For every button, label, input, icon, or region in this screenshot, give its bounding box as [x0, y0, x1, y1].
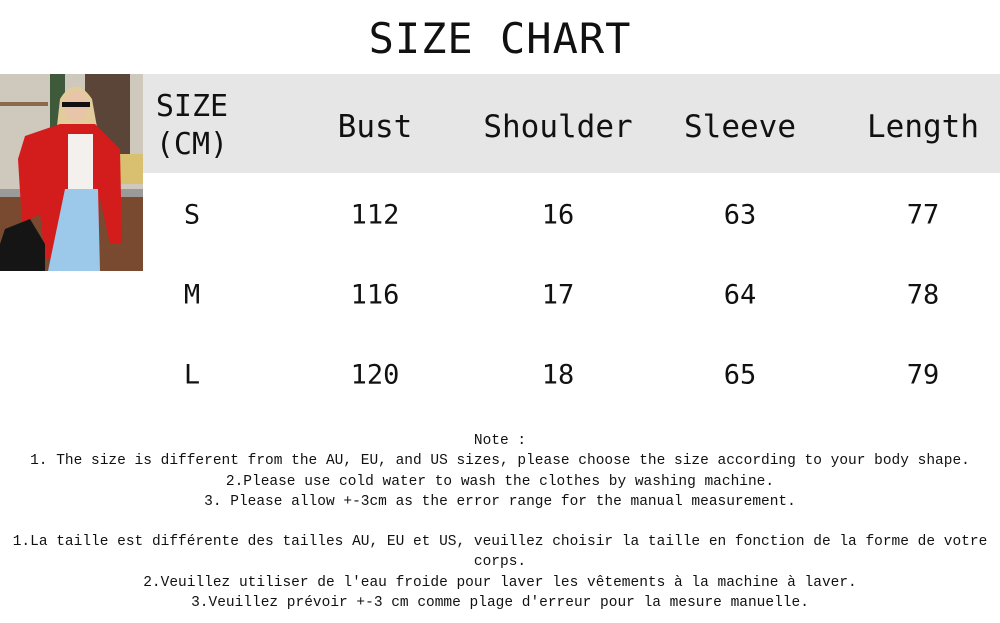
note-en-3: 3. Please allow +-3cm as the error range…	[204, 493, 796, 510]
table-header-row	[143, 74, 1000, 173]
cell-size: M	[183, 279, 201, 311]
page-title: SIZE CHART	[368, 14, 632, 63]
cell-sleeve: 63	[723, 199, 757, 231]
cell-sleeve: 65	[723, 359, 757, 391]
cell-size: L	[183, 359, 201, 391]
model-photo	[0, 74, 143, 271]
header-sleeve: Sleeve	[684, 109, 796, 145]
note-fr-3: 3.Veuillez prévoir +-3 cm comme plage d'…	[191, 595, 809, 612]
header-size-label: SIZE	[155, 89, 229, 124]
header-length: Length	[867, 109, 979, 145]
header-unit-label: (CM)	[155, 127, 229, 162]
cell-bust: 116	[350, 279, 400, 311]
note-fr-2: 2.Veuillez utiliser de l'eau froide pour…	[143, 574, 857, 591]
cell-shoulder: 17	[541, 279, 575, 311]
cell-length: 79	[906, 359, 940, 391]
cell-shoulder: 18	[541, 359, 575, 391]
cell-shoulder: 16	[541, 199, 575, 231]
cell-length: 78	[906, 279, 940, 311]
cell-length: 77	[906, 199, 940, 231]
header-shoulder: Shoulder	[483, 109, 633, 145]
note-fr-1-cont: corps.	[473, 554, 527, 571]
header-size: SIZE (CM)	[156, 88, 228, 164]
header-bust: Bust	[337, 109, 413, 145]
note-en-1: 1. The size is different from the AU, EU…	[30, 453, 970, 470]
cell-size: S	[183, 199, 201, 231]
notes: Note : 1. The size is different from the…	[0, 431, 1000, 613]
notes-heading: Note :	[473, 433, 527, 449]
cell-sleeve: 64	[723, 279, 757, 311]
note-en-2: 2.Please use cold water to wash the clot…	[225, 473, 775, 490]
cell-bust: 112	[350, 199, 400, 231]
cell-bust: 120	[350, 359, 400, 391]
note-fr-1: 1.La taille est différente des tailles A…	[12, 534, 988, 551]
